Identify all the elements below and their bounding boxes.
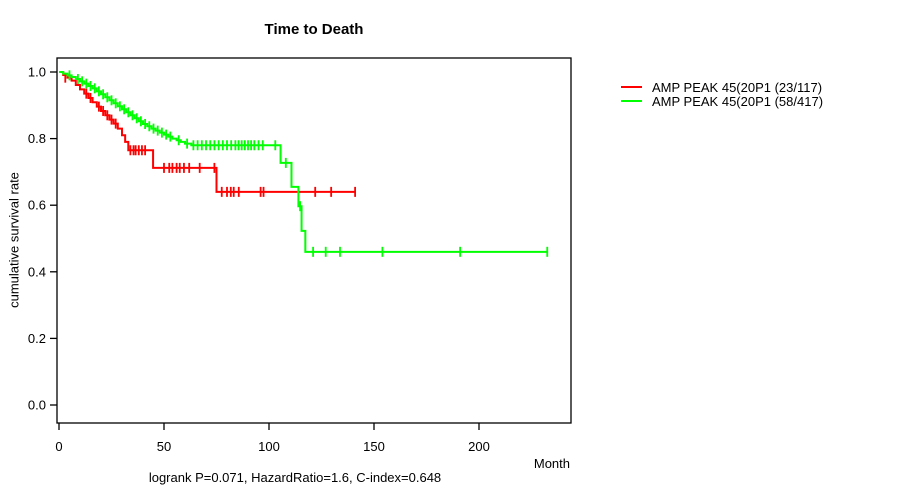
legend-label: AMP PEAK 45(20P1 (23/117) bbox=[652, 79, 823, 95]
legend-label: AMP PEAK 45(20P1 (58/417) bbox=[652, 93, 824, 109]
y-tick-label: 0.4 bbox=[28, 264, 46, 279]
legend-item-1: AMP PEAK 45(20P1 (58/417) bbox=[621, 93, 824, 109]
y-tick-label: 0.2 bbox=[28, 331, 46, 346]
legend: AMP PEAK 45(20P1 (23/117) AMP PEAK 45(20P… bbox=[621, 79, 824, 109]
censor-marks-1 bbox=[68, 70, 549, 257]
y-tick-label: 0.8 bbox=[28, 131, 46, 146]
x-tick-label: 100 bbox=[258, 439, 280, 454]
y-tick-label: 0.6 bbox=[28, 198, 46, 213]
x-axis-ticks: 0 50 100 150 200 bbox=[55, 423, 490, 454]
x-axis-label: Month bbox=[533, 456, 570, 471]
y-axis-label: cumulative survival rate bbox=[6, 172, 22, 308]
survival-curve-0 bbox=[59, 71, 356, 193]
plot-box bbox=[56, 57, 572, 424]
stats-annotation: logrank P=0.071, HazardRatio=1.6, C-inde… bbox=[148, 470, 442, 485]
x-tick-label: 150 bbox=[363, 439, 385, 454]
y-tick-label: 1.0 bbox=[28, 65, 46, 80]
x-tick-label: 50 bbox=[157, 439, 171, 454]
x-tick-label: 200 bbox=[468, 439, 490, 454]
legend-item-0: AMP PEAK 45(20P1 (23/117) bbox=[621, 79, 823, 95]
censor-marks-0 bbox=[64, 72, 357, 197]
y-axis-ticks: 0.0 0.2 0.4 0.6 0.8 1.0 bbox=[28, 65, 57, 413]
chart-title: Time to Death bbox=[264, 21, 364, 38]
y-tick-label: 0.0 bbox=[28, 398, 46, 413]
survival-curve-1 bbox=[59, 71, 548, 253]
legend-line-icon bbox=[621, 100, 642, 102]
legend-line-icon bbox=[621, 86, 642, 88]
x-tick-label: 0 bbox=[55, 439, 62, 454]
